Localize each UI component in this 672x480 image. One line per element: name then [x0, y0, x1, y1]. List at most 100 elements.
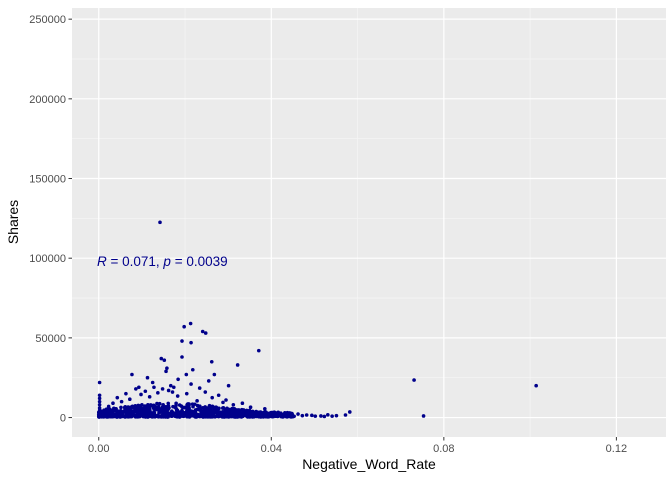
- annotation-r-p: R = 0.071, p = 0.0039: [97, 254, 228, 269]
- data-point: [97, 399, 102, 404]
- data-point: [97, 380, 102, 385]
- data-point: [284, 412, 289, 417]
- data-point: [129, 405, 134, 410]
- data-point: [213, 405, 217, 410]
- data-point: [170, 390, 175, 394]
- data-point: [105, 407, 109, 412]
- data-point: [173, 405, 177, 410]
- data-point: [304, 413, 309, 417]
- x-tick-label: 0.08: [433, 443, 454, 455]
- data-point: [166, 404, 171, 408]
- data-point: [210, 395, 214, 400]
- data-point: [115, 395, 120, 400]
- x-axis-title: Negative_Word_Rate: [302, 456, 436, 472]
- data-point: [162, 410, 167, 414]
- data-point: [150, 380, 155, 385]
- data-point: [158, 220, 162, 225]
- annotation-r-symbol: R: [97, 254, 107, 269]
- data-point: [128, 397, 132, 402]
- data-point: [205, 407, 209, 412]
- data-point: [195, 399, 199, 403]
- y-tick-label: 50000: [35, 333, 66, 345]
- data-point: [257, 410, 262, 415]
- data-point: [231, 414, 236, 419]
- data-point: [159, 406, 163, 411]
- data-point: [185, 406, 190, 411]
- data-point: [97, 393, 102, 398]
- data-point: [203, 390, 208, 394]
- data-point: [221, 413, 226, 418]
- data-point: [193, 408, 198, 412]
- data-point: [266, 411, 270, 416]
- data-point: [172, 385, 176, 390]
- panel-background: [72, 8, 666, 437]
- data-point: [281, 414, 285, 418]
- data-point: [216, 393, 221, 398]
- y-tick-label: 100000: [29, 253, 66, 265]
- y-axis-ticks: 0 50000 100000 150000 200000 250000: [29, 14, 72, 425]
- data-point: [236, 408, 241, 412]
- y-tick-label: 150000: [29, 174, 66, 186]
- data-point: [334, 413, 339, 418]
- data-point: [97, 396, 102, 401]
- data-point: [166, 401, 171, 406]
- data-point: [176, 377, 180, 382]
- data-point: [412, 378, 416, 382]
- data-point: [160, 387, 165, 391]
- data-point: [180, 355, 184, 359]
- data-point: [119, 405, 123, 410]
- data-point: [158, 414, 163, 419]
- data-point: [151, 414, 156, 419]
- data-point: [313, 414, 318, 418]
- data-point: [263, 414, 268, 419]
- data-point: [326, 413, 330, 417]
- data-point: [169, 414, 174, 419]
- data-point: [134, 387, 138, 391]
- data-point: [184, 391, 189, 396]
- data-point: [191, 404, 195, 409]
- data-point: [165, 413, 169, 418]
- data-point: [252, 414, 256, 419]
- data-point: [115, 409, 120, 413]
- data-point: [217, 406, 221, 411]
- data-point: [106, 404, 111, 409]
- data-point: [203, 331, 208, 335]
- data-point: [226, 383, 231, 388]
- data-point: [182, 324, 186, 329]
- data-point: [107, 414, 112, 419]
- y-tick-label: 250000: [29, 14, 66, 26]
- data-point: [175, 394, 180, 398]
- x-tick-label: 0.04: [261, 443, 282, 455]
- data-point: [146, 402, 150, 407]
- data-point: [133, 403, 138, 408]
- data-point: [197, 406, 202, 411]
- data-point: [319, 414, 323, 418]
- data-point: [168, 383, 173, 388]
- data-point: [172, 411, 177, 416]
- data-point: [200, 329, 205, 334]
- data-point: [109, 408, 113, 413]
- data-point: [256, 414, 261, 419]
- data-point: [421, 414, 426, 418]
- data-point: [263, 406, 267, 411]
- data-point: [146, 411, 151, 416]
- annotation-r-text: = 0.071,: [107, 254, 164, 269]
- data-point: [138, 408, 143, 413]
- data-point: [276, 410, 281, 415]
- data-point: [175, 408, 180, 413]
- data-point: [223, 407, 227, 412]
- data-point: [322, 414, 327, 419]
- data-point: [153, 404, 158, 409]
- data-point: [197, 386, 202, 390]
- data-point: [149, 411, 154, 416]
- x-tick-label: 0.12: [606, 443, 627, 455]
- data-point: [262, 411, 267, 415]
- data-point: [148, 403, 153, 407]
- data-point: [187, 403, 191, 408]
- data-point: [187, 415, 191, 419]
- data-point: [180, 339, 184, 343]
- annotation-p-symbol: p: [162, 254, 171, 269]
- data-point: [254, 409, 258, 414]
- data-point: [270, 411, 274, 415]
- data-point: [189, 382, 193, 386]
